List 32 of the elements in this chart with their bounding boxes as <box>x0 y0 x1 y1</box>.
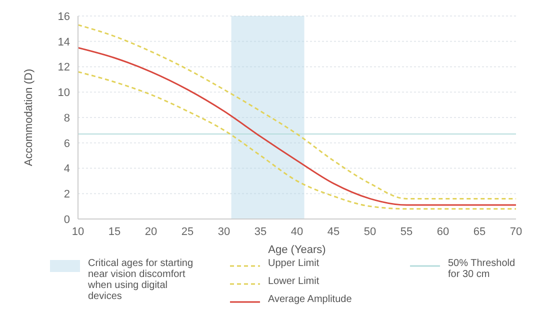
x-axis-title: Age (Years) <box>268 244 326 256</box>
line-series <box>78 71 516 210</box>
x-tick-label: 40 <box>290 226 304 238</box>
x-tick-label: 20 <box>144 226 158 238</box>
x-tick-label: 60 <box>436 226 450 238</box>
x-tick-label: 30 <box>218 226 230 238</box>
y-tick-label: 6 <box>64 138 70 150</box>
x-tick-label: 45 <box>327 226 340 238</box>
y-tick-label: 16 <box>58 10 70 23</box>
y-axis-title: Accommodation (D) <box>22 68 35 166</box>
y-tick-label: 14 <box>58 36 70 48</box>
legend-label: 50% Threshold for 30 cm <box>448 258 516 280</box>
y-tick-label: 4 <box>64 163 70 176</box>
y-tick-label: 8 <box>64 112 70 124</box>
y-tick-label: 12 <box>58 62 70 74</box>
legend-label: Average Amplitude <box>268 294 352 307</box>
x-tick-label: 25 <box>181 226 194 238</box>
legend-label: Upper Limit <box>268 258 320 271</box>
legend-label: Lower Limit <box>268 276 320 289</box>
y-tick-label: 2 <box>64 188 70 201</box>
x-tick-label: 50 <box>364 226 376 238</box>
x-tick-label: 65 <box>473 226 486 238</box>
x-tick-label: 35 <box>254 226 267 238</box>
y-tick-label: 10 <box>58 87 70 100</box>
line-series <box>78 46 516 206</box>
x-tick-label: 55 <box>400 226 413 238</box>
line-series <box>78 24 516 200</box>
x-tick-label: 70 <box>510 226 522 238</box>
x-tick-label: 15 <box>108 226 121 238</box>
x-tick-label: 10 <box>72 226 84 238</box>
y-tick-label: 0 <box>64 214 70 226</box>
legend-label: Critical ages for starting near vision discomfort when using digital devices <box>88 258 194 302</box>
